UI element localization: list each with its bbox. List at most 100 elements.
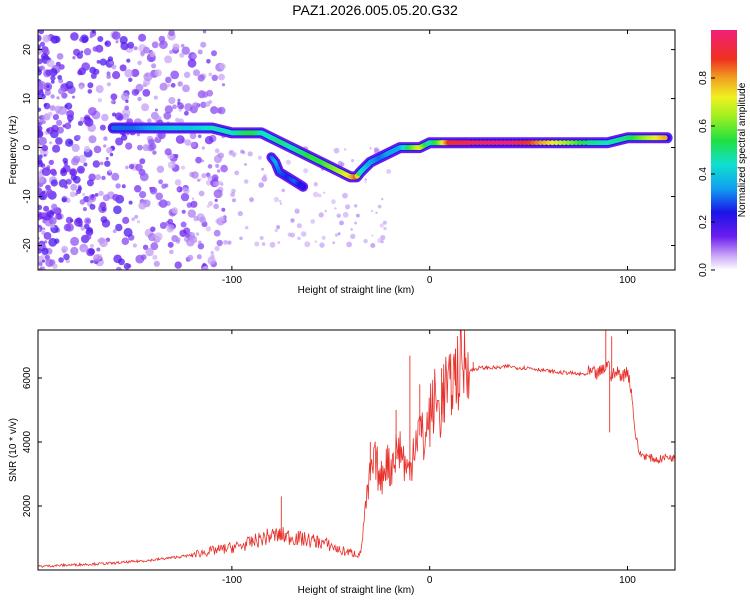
spectrogram-noise-blob xyxy=(88,248,95,255)
spectrogram-halo-blob xyxy=(205,226,211,232)
spectrogram-noise-blob xyxy=(120,92,130,102)
spectrogram-halo-blob xyxy=(230,192,236,198)
spectrogram-ridge-point xyxy=(577,140,583,146)
spectrogram-noise-blob xyxy=(195,156,203,164)
spectrogram-branch-point xyxy=(300,184,305,189)
spectrogram-noise-blob xyxy=(101,113,109,122)
spectrogram-ridge-point xyxy=(470,140,476,146)
spectrogram-ridge-point xyxy=(569,140,575,146)
spectrogram-noise-blob xyxy=(120,134,128,141)
spectrogram-noise-blob xyxy=(197,49,203,55)
spectrogram-noise-blob xyxy=(45,167,50,171)
spectrogram-noise-blob xyxy=(51,170,58,177)
spectrogram-halo-blob xyxy=(198,190,205,197)
spectrogram-noise-blob xyxy=(101,219,111,228)
spectrogram-noise-blob xyxy=(159,82,168,91)
spectrogram-noise-blob xyxy=(49,141,53,145)
spectrogram-halo-blob xyxy=(332,241,336,244)
spectrogram-noise-blob xyxy=(142,244,149,250)
spectrogram-noise-blob xyxy=(214,245,220,252)
spectrogram-noise-blob xyxy=(190,200,198,208)
spectrogram-halo-blob xyxy=(296,223,302,229)
spectrogram-noise-blob xyxy=(48,216,57,225)
snr-series-line xyxy=(38,330,675,568)
spectrogram-halo-blob xyxy=(294,208,298,212)
spectrogram-noise-blob xyxy=(57,75,63,80)
spectrogram-noise-blob xyxy=(175,117,180,123)
spectrogram-noise-blob xyxy=(135,163,143,172)
spectrogram-halo-blob xyxy=(244,163,247,166)
spectrogram-noise-blob xyxy=(95,174,102,181)
spectrogram-halo-blob xyxy=(183,236,190,242)
spectrogram-noise-blob xyxy=(109,60,114,65)
spectrogram-noise-blob xyxy=(47,111,53,117)
spectrogram-halo-blob xyxy=(240,149,245,154)
spectrogram-halo-blob xyxy=(279,202,282,205)
spectrogram-halo-blob xyxy=(317,193,322,198)
spectrogram-noise-blob xyxy=(45,258,54,268)
spectrogram-noise-blob xyxy=(38,107,42,112)
spectrogram-ridge-point xyxy=(518,140,524,146)
spectrogram-noise-blob xyxy=(143,92,147,96)
spectrogram-noise-blob xyxy=(108,169,112,173)
spectrogram-noise-blob xyxy=(77,186,82,191)
snr-y-tick-label: 2000 xyxy=(22,494,33,517)
spectrogram-x-tick-label: 0 xyxy=(427,275,433,286)
spectrogram-ridge-point xyxy=(662,135,668,141)
snr-x-tick-label: -100 xyxy=(222,575,242,586)
spectrogram-noise-blob xyxy=(60,167,67,174)
spectrogram-noise-blob xyxy=(66,110,75,118)
spectrogram-noise-blob xyxy=(148,138,154,145)
spectrogram-noise-blob xyxy=(38,115,43,120)
spectrogram-noise-blob xyxy=(89,203,96,210)
spectrogram-halo-blob xyxy=(334,233,339,237)
spectrogram-noise-blob xyxy=(149,186,158,195)
spectrogram-noise-blob xyxy=(38,80,46,90)
spectrogram-noise-blob xyxy=(128,200,133,205)
spectrogram-noise-blob xyxy=(56,53,64,60)
spectrogram-noise-blob xyxy=(52,114,60,121)
snr-x-tick-label: 0 xyxy=(427,575,433,586)
spectrogram-noise-blob xyxy=(207,256,216,265)
spectrogram-noise-blob xyxy=(156,165,165,173)
spectrogram-noise-blob xyxy=(127,41,135,49)
spectrogram-noise-blob xyxy=(121,237,130,245)
spectrogram-halo-blob xyxy=(189,236,196,242)
spectrogram-noise-blob xyxy=(81,62,90,71)
spectrogram-halo-blob xyxy=(381,197,384,201)
spectrogram-noise-blob xyxy=(154,232,163,241)
spectrogram-noise-blob xyxy=(193,69,200,77)
spectrogram-halo-blob xyxy=(345,204,351,210)
spectrogram-ridge-point xyxy=(534,140,539,146)
spectrogram-noise-blob xyxy=(116,266,122,270)
spectrogram-noise-blob xyxy=(74,217,83,227)
spectrogram-halo-blob xyxy=(314,240,317,243)
spectrogram-noise-blob xyxy=(177,81,183,87)
spectrogram-noise-blob xyxy=(82,207,87,212)
spectrogram-marks xyxy=(38,30,673,270)
spectrogram-halo-blob xyxy=(199,178,202,181)
spectrogram-noise-blob xyxy=(70,246,79,256)
spectrogram-noise-blob xyxy=(38,158,43,165)
spectrogram-halo-blob xyxy=(194,239,198,243)
spectrogram-noise-blob xyxy=(172,43,180,51)
spectrogram-noise-blob xyxy=(90,260,94,264)
spectrogram-noise-blob xyxy=(38,34,42,42)
spectrogram-noise-blob xyxy=(50,80,55,84)
spectrogram-noise-blob xyxy=(82,193,86,196)
spectrogram-noise-blob xyxy=(97,98,102,103)
spectrogram-y-axis-label: Frequency (Hz) xyxy=(8,116,19,185)
spectrogram-ridge-point xyxy=(494,140,500,146)
spectrogram-halo-blob xyxy=(273,196,279,203)
spectrogram-noise-blob xyxy=(50,179,58,187)
spectrogram-noise-blob xyxy=(89,34,93,39)
spectrogram-noise-blob xyxy=(72,56,76,60)
spectrogram-noise-blob xyxy=(213,189,223,199)
spectrogram-ridge-point xyxy=(561,140,567,146)
spectrogram-noise-blob xyxy=(151,63,157,69)
spectrogram-noise-blob xyxy=(183,71,191,79)
spectrogram-noise-blob xyxy=(115,40,119,44)
spectrogram-noise-blob xyxy=(152,150,157,155)
spectrogram-noise-blob xyxy=(220,164,228,173)
